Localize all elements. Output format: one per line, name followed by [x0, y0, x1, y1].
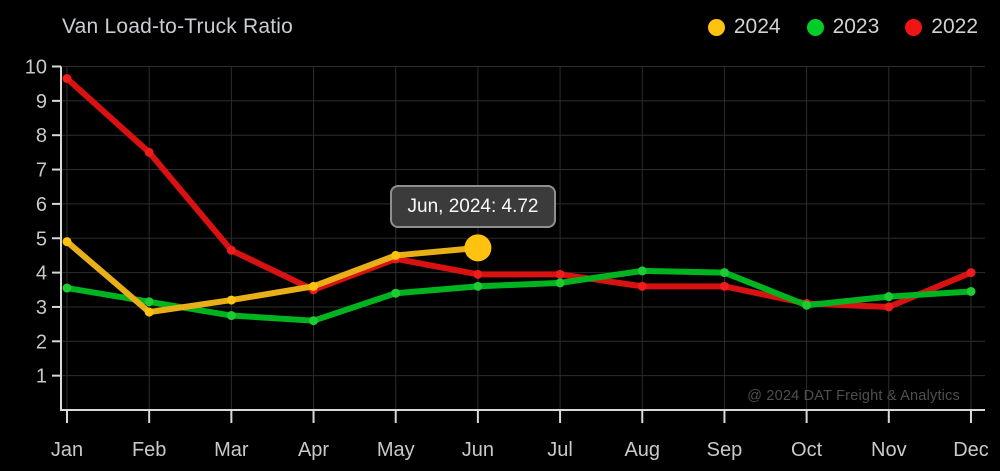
data-point-2023-apr[interactable] — [309, 316, 319, 326]
y-axis-label-8: 8 — [36, 125, 47, 147]
data-point-2022-jan[interactable] — [62, 74, 72, 84]
y-axis-label-6: 6 — [36, 194, 47, 216]
axes — [52, 65, 985, 423]
data-point-2024-apr[interactable] — [309, 281, 319, 291]
x-axis-label-dec: Dec — [953, 439, 989, 461]
highlighted-data-point[interactable] — [464, 234, 492, 262]
legend-marker-2022-icon — [905, 18, 923, 36]
series-2024-line — [64, 238, 481, 316]
y-axis-label-1: 1 — [36, 366, 47, 388]
data-point-2024-jan[interactable] — [62, 237, 72, 247]
x-axis-label-nov: Nov — [871, 439, 907, 461]
data-point-2022-feb[interactable] — [144, 147, 154, 157]
legend-item-2022[interactable]: 2022 — [905, 15, 978, 39]
x-axis-label-apr: Apr — [298, 439, 329, 461]
y-axis-label-7: 7 — [36, 160, 47, 182]
legend-label-2022: 2022 — [931, 15, 978, 38]
data-point-2022-sep[interactable] — [719, 281, 729, 291]
series-2023 — [62, 266, 976, 326]
legend-marker-2024-icon — [707, 18, 725, 36]
y-axis-label-9: 9 — [36, 91, 47, 113]
data-point-2023-jun[interactable] — [473, 281, 483, 291]
x-axis-label-may: May — [377, 439, 415, 461]
y-axis-label-5: 5 — [36, 228, 47, 250]
series-2023-line — [64, 267, 974, 324]
legend-label-2024: 2024 — [733, 15, 781, 38]
data-point-2023-sep[interactable] — [719, 268, 729, 278]
watermark: @ 2024 DAT Freight & Analytics — [747, 388, 960, 404]
legend-item-2024[interactable]: 2024 — [707, 15, 781, 39]
data-point-2023-feb[interactable] — [144, 297, 154, 307]
tooltip: Jun, 2024: 4.72 — [390, 185, 556, 228]
y-axis-label-3: 3 — [36, 297, 47, 319]
x-axis-label-sep: Sep — [707, 439, 743, 461]
x-axis-label-oct: Oct — [791, 439, 823, 461]
tooltip-text: Jun, 2024: 4.72 — [407, 195, 539, 217]
gridlines — [61, 66, 985, 410]
x-axis-label-aug: Aug — [624, 439, 660, 461]
data-point-2023-jan[interactable] — [62, 283, 72, 293]
x-axis-label-feb: Feb — [132, 439, 166, 461]
data-point-2022-dec[interactable] — [966, 268, 976, 278]
x-axis-label-jan: Jan — [51, 439, 83, 461]
data-point-2023-oct[interactable] — [802, 300, 812, 310]
data-point-2023-dec[interactable] — [966, 286, 976, 296]
y-axis-label-4: 4 — [36, 263, 47, 285]
data-point-2023-jul[interactable] — [555, 278, 565, 288]
series-2024 — [62, 237, 483, 317]
chart-header: Van Load-to-Truck Ratio 2024 2023 2022 — [0, 0, 1000, 54]
data-point-2024-feb[interactable] — [144, 307, 154, 317]
legend-item-2023[interactable]: 2023 — [806, 15, 880, 39]
data-point-2024-may[interactable] — [391, 250, 401, 260]
data-point-2022-nov[interactable] — [884, 302, 894, 312]
x-axis-label-mar: Mar — [214, 439, 249, 461]
data-point-2022-jul[interactable] — [555, 269, 565, 279]
data-point-2022-mar[interactable] — [226, 245, 236, 255]
legend-marker-2023-icon — [806, 18, 824, 36]
data-point-2023-nov[interactable] — [884, 292, 894, 302]
y-axis-label-10: 10 — [25, 57, 47, 79]
data-point-2023-may[interactable] — [391, 288, 401, 298]
data-point-2024-mar[interactable] — [226, 295, 236, 305]
x-axis-label-jul: Jul — [547, 439, 573, 461]
chart-title: Van Load-to-Truck Ratio — [62, 15, 294, 38]
data-point-2023-mar[interactable] — [226, 311, 236, 321]
y-axis-label-2: 2 — [36, 331, 47, 353]
legend-label-2023: 2023 — [832, 15, 880, 38]
legend: 2024 2023 2022 — [707, 15, 978, 39]
x-axis-label-jun: Jun — [462, 439, 494, 461]
axis-labels: 1 2 3 4 5 6 7 8 9 10 Jan Feb Mar Apr May Jun Jul Aug Sep Oc… — [25, 57, 989, 462]
data-point-2022-aug[interactable] — [637, 281, 647, 291]
data-point-2022-jun[interactable] — [473, 269, 483, 279]
data-point-2023-aug[interactable] — [637, 266, 647, 276]
